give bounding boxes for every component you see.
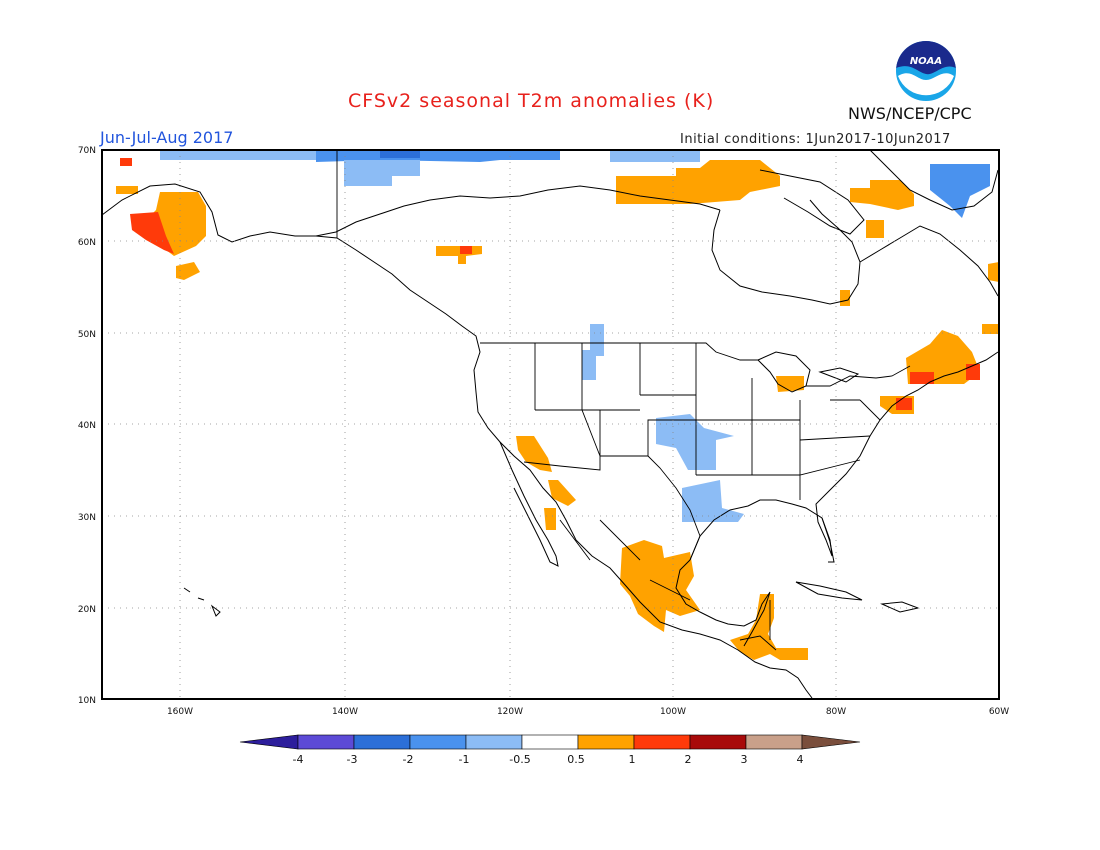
colorbar-box — [633, 734, 691, 750]
labrador-coast — [859, 225, 999, 297]
greenland — [869, 150, 999, 211]
anomaly-region — [656, 414, 734, 470]
baja-california — [499, 441, 559, 567]
agency-label: NWS/NCEP/CPC — [848, 104, 972, 123]
logo-text: NOAA — [910, 56, 942, 67]
chart-title: CFSv2 seasonal T2m anomalies (K) — [348, 90, 715, 112]
colorbar-label: -3 — [347, 753, 358, 766]
colorbar-box — [297, 734, 355, 750]
anomaly-cells — [116, 150, 999, 660]
anomaly-region — [840, 290, 850, 306]
anomaly-region — [682, 480, 744, 522]
colorbar-label: -2 — [403, 753, 414, 766]
lon-label: 120W — [497, 707, 523, 717]
anomaly-region — [988, 262, 999, 282]
anomaly-region — [896, 398, 912, 410]
hudson-bay — [711, 199, 861, 305]
anomaly-region — [120, 158, 132, 166]
anomaly-region — [730, 594, 808, 660]
anomaly-region — [582, 324, 604, 380]
anomaly-region — [850, 180, 914, 210]
noaa-logo: NOAA — [896, 41, 956, 101]
anomaly-region — [776, 376, 804, 392]
us-canada-border — [480, 342, 911, 387]
lat-label: 70N — [78, 146, 96, 156]
political-borders — [336, 150, 911, 651]
hawaii — [183, 587, 221, 617]
anomaly-region — [176, 262, 200, 280]
anomaly-region — [516, 436, 552, 472]
colorbar-box — [521, 734, 579, 750]
colorbar-box — [577, 734, 635, 750]
anomaly-region — [910, 372, 934, 384]
us-state-borders — [534, 343, 881, 500]
anomaly-region — [316, 150, 560, 162]
season-label: Jun-Jul-Aug 2017 — [100, 128, 234, 147]
lat-label: 50N — [78, 330, 96, 340]
north-america-coastline — [102, 183, 813, 699]
canada-arctic-coast — [315, 185, 721, 237]
anomaly-region — [160, 150, 320, 160]
colorbar-label: 4 — [797, 753, 804, 766]
us-gulf-east-coast — [689, 351, 999, 561]
anomaly-region — [866, 220, 884, 238]
colorbar-label: -4 — [293, 753, 304, 766]
colorbar-label: 0.5 — [567, 753, 585, 766]
florida — [821, 517, 835, 563]
colorbar-box — [465, 734, 523, 750]
colorbar-box — [353, 734, 411, 750]
anomaly-region — [130, 212, 174, 254]
anomaly-region — [966, 364, 980, 380]
lon-label: 80W — [826, 707, 846, 717]
lat-label: 20N — [78, 605, 96, 615]
anomaly-region — [344, 160, 420, 186]
lon-label: 100W — [660, 707, 686, 717]
coastlines — [102, 150, 999, 699]
colorbar-end-low — [239, 734, 299, 750]
cuba — [795, 581, 863, 601]
lat-label: 10N — [78, 696, 96, 706]
map-frame — [101, 149, 1000, 700]
initial-conditions-label: Initial conditions: 1Jun2017-10Jun2017 — [680, 132, 951, 147]
lon-label: 160W — [167, 707, 193, 717]
gulf-coast — [675, 559, 771, 647]
lon-labels: 160W 140W 120W 100W 80W 60W — [167, 707, 1009, 717]
anomaly-region — [460, 246, 472, 254]
colorbar-end-high — [801, 734, 861, 750]
lat-label: 60N — [78, 238, 96, 248]
anomaly-region — [436, 246, 482, 264]
colorbar — [239, 734, 861, 750]
central-america-borders — [739, 600, 777, 651]
hispaniola — [880, 601, 920, 613]
us-mexico-border — [523, 455, 701, 561]
lat-label: 40N — [78, 421, 96, 431]
colorbar-label: 1 — [629, 753, 636, 766]
anomaly-region — [616, 160, 780, 204]
lon-label: 60W — [989, 707, 1009, 717]
colorbar-label: -0.5 — [509, 753, 530, 766]
mexico-state-borders — [559, 519, 691, 601]
graticule — [102, 150, 999, 699]
anomaly-region — [548, 480, 576, 506]
anomaly-region — [380, 150, 420, 158]
lat-labels: 70N 60N 50N 40N 30N 20N 10N — [78, 146, 96, 706]
anomaly-region — [930, 164, 990, 218]
colorbar-label: -1 — [459, 753, 470, 766]
lat-label: 30N — [78, 513, 96, 523]
colorbar-label: 2 — [685, 753, 692, 766]
map-content — [102, 150, 999, 699]
anomaly-region — [620, 540, 700, 632]
anomaly-region — [610, 150, 700, 162]
anomaly-region — [982, 324, 999, 334]
baffin-island — [759, 169, 865, 235]
anomaly-region — [116, 186, 138, 194]
colorbar-label: 3 — [741, 753, 748, 766]
colorbar-box — [409, 734, 467, 750]
anomaly-region — [544, 508, 556, 530]
colorbar-box — [745, 734, 803, 750]
colorbar-box — [689, 734, 747, 750]
colorbar-labels: -4 -3 -2 -1 -0.5 0.5 1 2 3 4 — [293, 753, 804, 766]
lon-label: 140W — [332, 707, 358, 717]
